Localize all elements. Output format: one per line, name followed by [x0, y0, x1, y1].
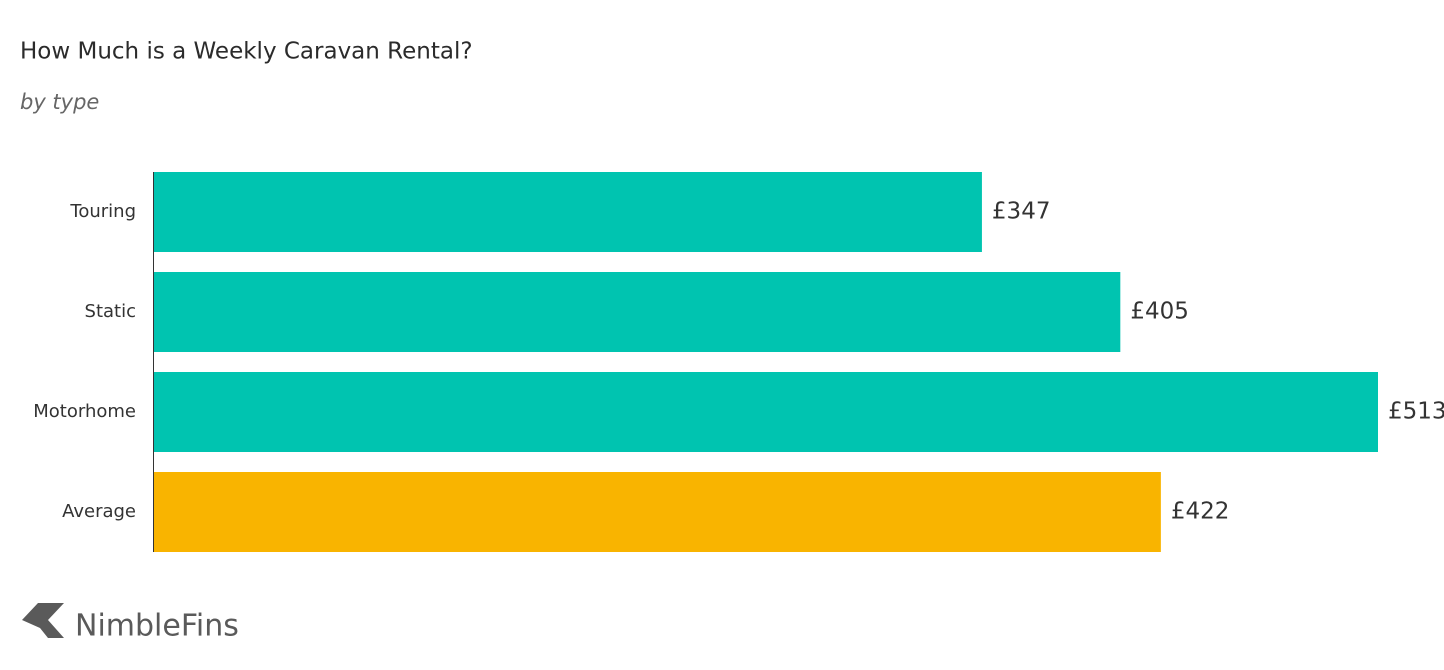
chart-title: How Much is a Weekly Caravan Rental? [20, 39, 473, 65]
category-label: Motorhome [33, 401, 136, 422]
brand: NimbleFins [75, 609, 239, 644]
logo-icon [22, 603, 64, 638]
category-label: Average [62, 501, 136, 522]
bar [154, 272, 1121, 352]
value-label: £347 [992, 199, 1051, 225]
value-label: £405 [1130, 299, 1189, 325]
chart-subtitle: by type [20, 90, 99, 114]
value-label: £513 [1388, 399, 1444, 425]
bar [154, 372, 1378, 452]
bar [154, 172, 982, 252]
category-label: Static [85, 301, 136, 322]
bar [154, 472, 1161, 552]
category-label: Touring [69, 201, 136, 222]
value-label: £422 [1171, 499, 1230, 525]
